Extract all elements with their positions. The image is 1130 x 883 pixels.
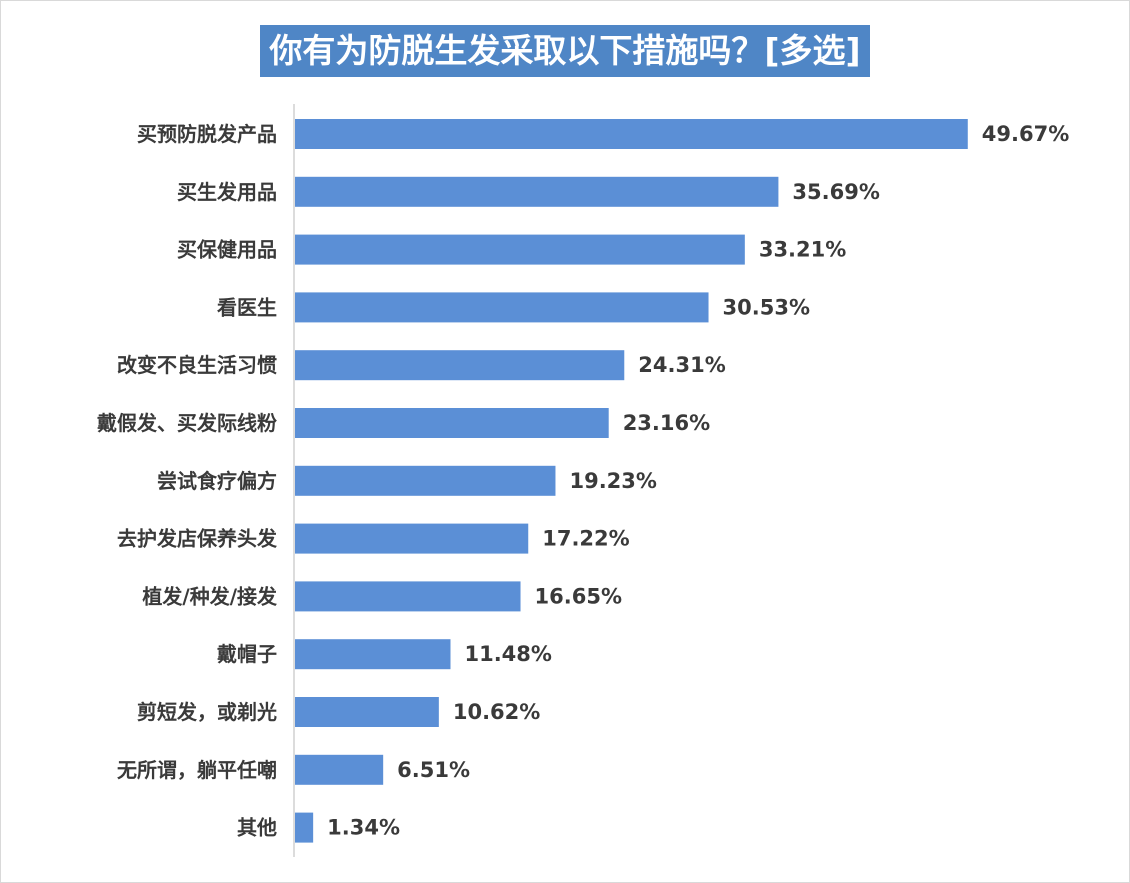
bar <box>295 234 745 265</box>
category-label: 戴假发、买发际线粉 <box>97 411 277 435</box>
value-label: 23.16% <box>623 411 710 435</box>
bar <box>295 176 779 207</box>
value-label: 16.65% <box>535 584 622 608</box>
value-label: 35.69% <box>792 180 879 204</box>
bar <box>295 697 439 727</box>
category-label: 植发/种发/接发 <box>142 584 278 608</box>
category-label: 去护发店保养头发 <box>117 527 278 551</box>
title-container: 你有为防脱生发采取以下措施吗？[多选] <box>1 25 1129 77</box>
bar <box>295 581 521 612</box>
bar <box>295 465 556 496</box>
category-label: 其他 <box>237 816 277 840</box>
value-label: 33.21% <box>759 238 846 262</box>
value-label: 49.67% <box>982 122 1069 146</box>
value-label: 11.48% <box>464 642 551 666</box>
category-label: 剪短发，或剃光 <box>137 700 277 724</box>
bar <box>295 639 451 670</box>
bar <box>295 408 609 438</box>
value-label: 6.51% <box>397 758 470 782</box>
chart-title: 你有为防脱生发采取以下措施吗？[多选] <box>260 25 870 77</box>
bar <box>295 754 384 785</box>
category-label: 买保健用品 <box>177 238 277 262</box>
value-label: 30.53% <box>723 295 810 319</box>
bar <box>295 292 709 323</box>
category-label: 改变不良生活习惯 <box>117 353 277 377</box>
category-label: 买生发用品 <box>177 180 277 204</box>
value-label: 1.34% <box>327 816 400 840</box>
bar <box>295 119 968 149</box>
category-label: 戴帽子 <box>217 642 277 666</box>
bar <box>295 350 625 381</box>
value-label: 24.31% <box>638 353 725 377</box>
category-label: 买预防脱发产品 <box>137 122 277 146</box>
category-label: 尝试食疗偏方 <box>157 469 277 493</box>
value-label: 10.62% <box>453 700 540 724</box>
value-label: 19.23% <box>569 469 656 493</box>
category-label: 看医生 <box>217 295 277 319</box>
bar <box>295 523 529 554</box>
bar <box>295 812 314 843</box>
category-label: 无所谓，躺平任嘲 <box>117 758 277 782</box>
value-label: 17.22% <box>542 527 629 551</box>
